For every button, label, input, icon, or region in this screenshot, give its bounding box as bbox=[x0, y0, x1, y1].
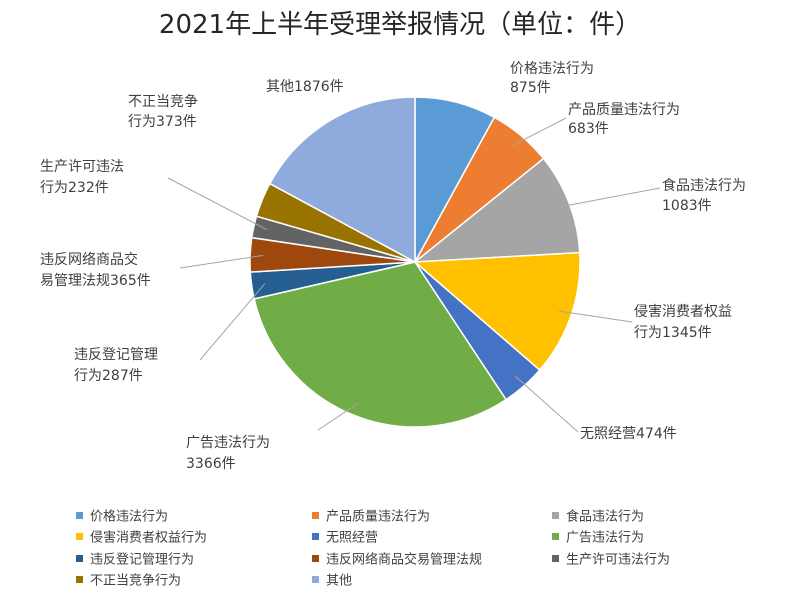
data-label-11: 其他1876件 bbox=[266, 79, 344, 95]
legend-label-10: 不正当竞争行为 bbox=[90, 573, 181, 589]
legend-label-7: 违反登记管理行为 bbox=[90, 553, 194, 568]
pie-slices bbox=[249, 96, 581, 428]
legend-swatch-1 bbox=[76, 512, 83, 519]
legend-label-5: 无照经营 bbox=[326, 531, 378, 546]
legend-swatch-5 bbox=[312, 533, 319, 540]
legend-item-7: 违反登记管理行为 bbox=[76, 553, 194, 568]
leader-line-9 bbox=[167, 177, 267, 231]
data-label-9: 生产许可违法行为232件 bbox=[40, 159, 124, 196]
pie-slice-4 bbox=[413, 251, 581, 372]
legend-item-3: 食品违法行为 bbox=[552, 509, 644, 525]
data-label-2: 产品质量违法行为 683件 bbox=[568, 102, 680, 137]
legend-swatch-7 bbox=[76, 555, 83, 562]
legend-label-6: 广告违法行为 bbox=[566, 531, 644, 546]
leader-line-2 bbox=[512, 117, 567, 147]
pie-slice-11 bbox=[268, 96, 416, 264]
leader-line-5 bbox=[514, 375, 579, 433]
data-label-4: 侵害消费者权益行为1345件 bbox=[634, 303, 732, 341]
leader-line-7 bbox=[199, 283, 266, 361]
leader-line-3 bbox=[556, 187, 661, 208]
legend-item-10: 不正当竞争行为 bbox=[76, 573, 181, 589]
legend-swatch-6 bbox=[552, 533, 559, 540]
legend-swatch-10 bbox=[76, 576, 83, 583]
data-label-8: 违反网络商品交易管理法规365件 bbox=[40, 251, 151, 289]
legend-label-3: 食品违法行为 bbox=[566, 509, 644, 525]
leader-line-4 bbox=[558, 310, 633, 323]
legend-label-9: 生产许可违法行为 bbox=[566, 553, 670, 568]
data-label-10: 不正当竞争行为373件 bbox=[128, 93, 198, 130]
legend-item-4: 侵害消费者权益行为 bbox=[76, 530, 207, 546]
legend-item-8: 违反网络商品交易管理法规 bbox=[312, 552, 482, 568]
data-label-6: 广告违法行为 3366件 bbox=[186, 435, 270, 472]
data-label-3: 食品违法行为 1083件 bbox=[662, 177, 746, 214]
data-label-5: 无照经营474件 bbox=[580, 426, 677, 442]
leader-line-6 bbox=[317, 402, 359, 431]
pie-slice-6 bbox=[253, 261, 508, 428]
legend-swatch-8 bbox=[312, 555, 319, 562]
legend-label-11: 其他 bbox=[326, 574, 352, 589]
legend-item-6: 广告违法行为 bbox=[552, 531, 644, 546]
legend-item-2: 产品质量违法行为 bbox=[312, 510, 430, 525]
legend-item-9: 生产许可违法行为 bbox=[552, 553, 670, 568]
legend-swatch-3 bbox=[552, 512, 559, 519]
pie-slice-3 bbox=[412, 157, 581, 263]
legend-swatch-4 bbox=[76, 533, 83, 540]
leader-lines bbox=[167, 117, 661, 433]
legend-label-4: 侵害消费者权益行为 bbox=[90, 530, 207, 546]
legend-swatch-2 bbox=[312, 512, 319, 519]
legend-item-11: 其他 bbox=[312, 574, 352, 589]
legend-item-5: 无照经营 bbox=[312, 531, 378, 546]
legend-label-8: 违反网络商品交易管理法规 bbox=[326, 552, 482, 568]
leader-line-8 bbox=[179, 254, 264, 269]
legend-label-1: 价格违法行为 bbox=[90, 509, 168, 525]
legend-swatch-9 bbox=[552, 555, 559, 562]
legend-label-2: 产品质量违法行为 bbox=[326, 510, 430, 525]
data-label-7: 违反登记管理行为287件 bbox=[74, 347, 158, 384]
legend-item-1: 价格违法行为 bbox=[76, 509, 168, 525]
data-label-1: 价格违法行为 875件 bbox=[510, 61, 594, 96]
chart-title: 2021年上半年受理举报情况（单位：件） bbox=[159, 10, 641, 40]
legend-swatch-11 bbox=[312, 576, 319, 583]
